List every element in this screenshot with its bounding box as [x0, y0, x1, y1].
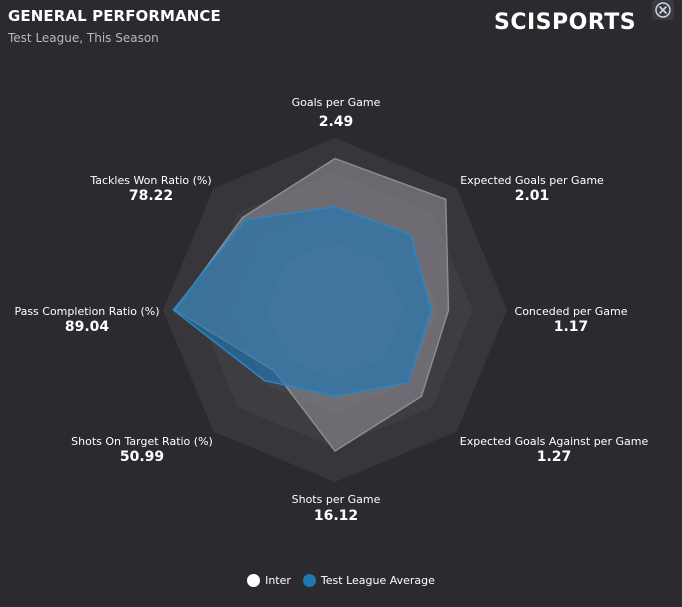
close-button[interactable]	[652, 0, 674, 20]
axis-value: 2.01	[514, 188, 550, 204]
legend-item-inter[interactable]: Inter	[247, 574, 291, 587]
legend-label-league-average: Test League Average	[320, 574, 435, 587]
axis-label: Tackles Won Ratio (%)	[90, 174, 212, 187]
legend: Inter Test League Average	[0, 574, 682, 587]
axis-value: 2.49	[318, 114, 354, 130]
legend-swatch-league-average	[302, 574, 316, 587]
radar-series	[172, 157, 450, 453]
legend-swatch-inter	[247, 574, 261, 587]
axis-value: 89.04	[64, 319, 110, 335]
axis-value: 1.27	[536, 449, 572, 465]
axis-label: Goals per Game	[291, 96, 381, 109]
axis-label: Expected Goals Against per Game	[459, 435, 649, 448]
close-icon	[655, 2, 671, 18]
series-area-league-average[interactable]	[172, 206, 433, 397]
scisports-logo: SCISPORTS	[494, 10, 637, 35]
axis-label: Expected Goals per Game	[460, 174, 604, 187]
legend-item-league-average[interactable]: Test League Average	[302, 574, 435, 587]
legend-label-inter: Inter	[265, 574, 291, 587]
axis-label: Shots per Game	[291, 493, 381, 506]
axis-value: 1.17	[553, 319, 589, 335]
chart-subtitle: Test League, This Season	[8, 31, 159, 45]
axis-label: Shots On Target Ratio (%)	[71, 435, 213, 448]
axis-label: Pass Completion Ratio (%)	[14, 305, 160, 318]
axis-label: Conceded per Game	[514, 305, 628, 318]
axis-value: 16.12	[313, 508, 359, 524]
chart-title: GENERAL PERFORMANCE	[8, 7, 221, 25]
axis-value: 78.22	[128, 188, 174, 204]
axis-value: 50.99	[119, 449, 165, 465]
